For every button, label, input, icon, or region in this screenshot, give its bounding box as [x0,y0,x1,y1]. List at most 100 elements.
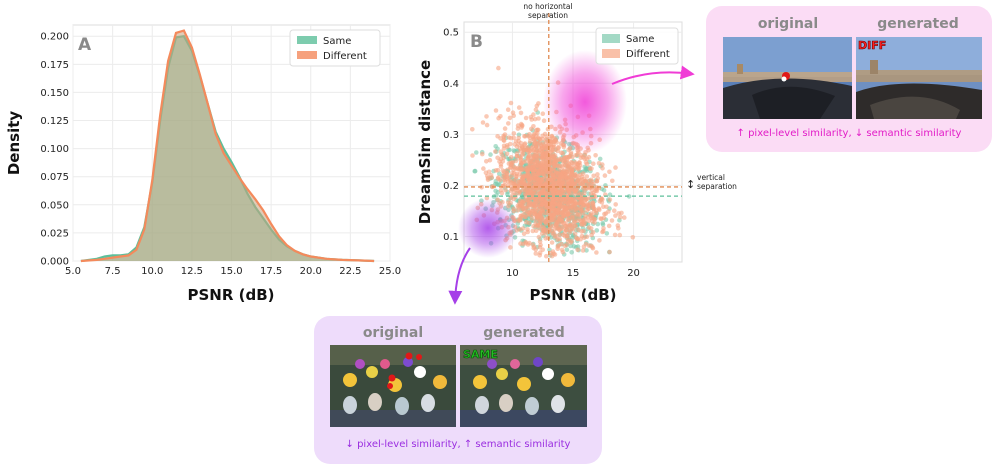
density-y-tick-label: 0.125 [40,116,69,127]
scatter-point-different [545,235,551,241]
scatter-point-different [540,154,546,160]
top-inset-stamp: DIFF [858,39,886,52]
scatter-point-different [487,157,493,163]
bottom-inset: original generated SAM [314,316,602,464]
legend-swatch-different [602,49,620,58]
scatter-point-different [506,121,511,126]
scatter-point-different [548,212,553,217]
scatter-point-different [527,189,533,194]
scatter-point-different [619,210,624,216]
scatter-point-different [600,166,605,171]
scatter-point-different [572,231,578,237]
scatter-point-different [597,238,602,243]
scatter-point-different [573,205,579,210]
scatter-point-different [565,216,570,222]
scatter-point-different [568,150,574,156]
scatter-point-different [538,160,544,166]
scatter-point-different [602,173,608,178]
scatter-point-different [508,165,513,171]
scatter-point-different [525,242,531,247]
scatter-point-different [510,110,516,115]
legend-label-different: Different [323,51,367,62]
scatter-point-different [568,206,573,211]
scatter-point-different [599,216,604,222]
density-x-tick-label: 20.0 [300,266,322,277]
vertical-separation-label: vertical separation [697,173,737,191]
scatter-point-different [607,197,613,202]
scatter-point-same [594,228,600,233]
density-x-ticks: 5.0 7.5 10.0 12.5 15.0 17.5 20.0 22.5 25.0 [65,266,401,277]
scatter-point-different [572,219,577,225]
scatter-point-different [560,249,566,255]
scatter-point-different [545,177,550,182]
scatter-point-different [550,200,556,205]
scatter-point-different [508,179,513,185]
scatter-y-ticks: 0.1 0.2 0.3 0.4 0.5 [443,28,459,243]
scatter-point-different [502,183,507,188]
scatter-point-different [584,156,590,162]
scatter-point-different [508,188,514,193]
scatter-point-different [557,201,563,207]
scatter-point-different [560,168,566,174]
scatter-point-different [581,244,587,249]
scatter-point-different [531,136,536,142]
panel-letter-a: A [78,35,92,55]
scatter-point-different [537,250,543,255]
scatter-point-different [533,208,538,214]
scatter-point-different [590,179,595,184]
scatter-point-different [523,115,529,121]
scatter-point-different [495,134,500,139]
scatter-point-different [531,124,536,129]
bottom-original-image [330,345,456,427]
legend-swatch-different [297,51,317,59]
scatter-legend: Same Different [595,27,679,65]
scatter-point-different [542,174,547,179]
scatter-point-different [584,174,590,179]
scatter-point-different [532,199,538,204]
scatter-point-different [484,122,490,128]
scatter-point-different [515,123,521,128]
scatter-point-different [586,225,592,230]
scatter-point-different [531,112,536,117]
density-y-tick-label: 0.200 [40,32,69,43]
scatter-point-different [557,165,562,171]
scatter-point-different [500,168,506,173]
scatter-point-different [485,173,490,179]
scatter-point-different [520,212,526,218]
scatter-point-different [470,127,475,132]
scatter-point-different [525,167,530,172]
scatter-point-different [586,181,591,187]
scatter-point-different [551,162,557,168]
scatter-point-different [536,135,541,140]
scatter-point-different [578,206,584,212]
scatter-point-same [601,188,607,193]
scatter-point-different [535,141,540,146]
scatter-point-different [532,116,538,122]
scatter-point-different [591,194,596,200]
scatter-point-different [529,117,534,122]
scatter-point-different [570,201,575,206]
scatter-point-different [544,253,549,259]
scatter-point-different [516,191,522,196]
density-x-tick-label: 15.0 [220,266,242,277]
scatter-point-same [474,150,479,155]
density-x-tick-label: 10.0 [141,266,163,277]
scatter-point-different [497,177,503,183]
scatter-point-different [525,174,531,179]
scatter-point-different [504,151,510,157]
bottom-inset-stamp: SAME [463,348,498,361]
scatter-y-tick-label: 0.1 [443,232,459,243]
scatter-point-different [508,200,513,206]
scatter-point-different [555,148,560,154]
scatter-point-different [488,172,494,178]
scatter-point-different [534,177,540,183]
density-x-tick-label: 12.5 [181,266,203,277]
scatter-point-same [568,243,573,249]
scatter-point-different [528,208,534,213]
scatter-point-different [590,230,596,235]
scatter-point-different [537,207,542,212]
scatter-point-different [597,207,602,212]
scatter-point-different [493,149,498,154]
scatter-point-different [581,235,587,240]
scatter-point-different [520,206,526,212]
